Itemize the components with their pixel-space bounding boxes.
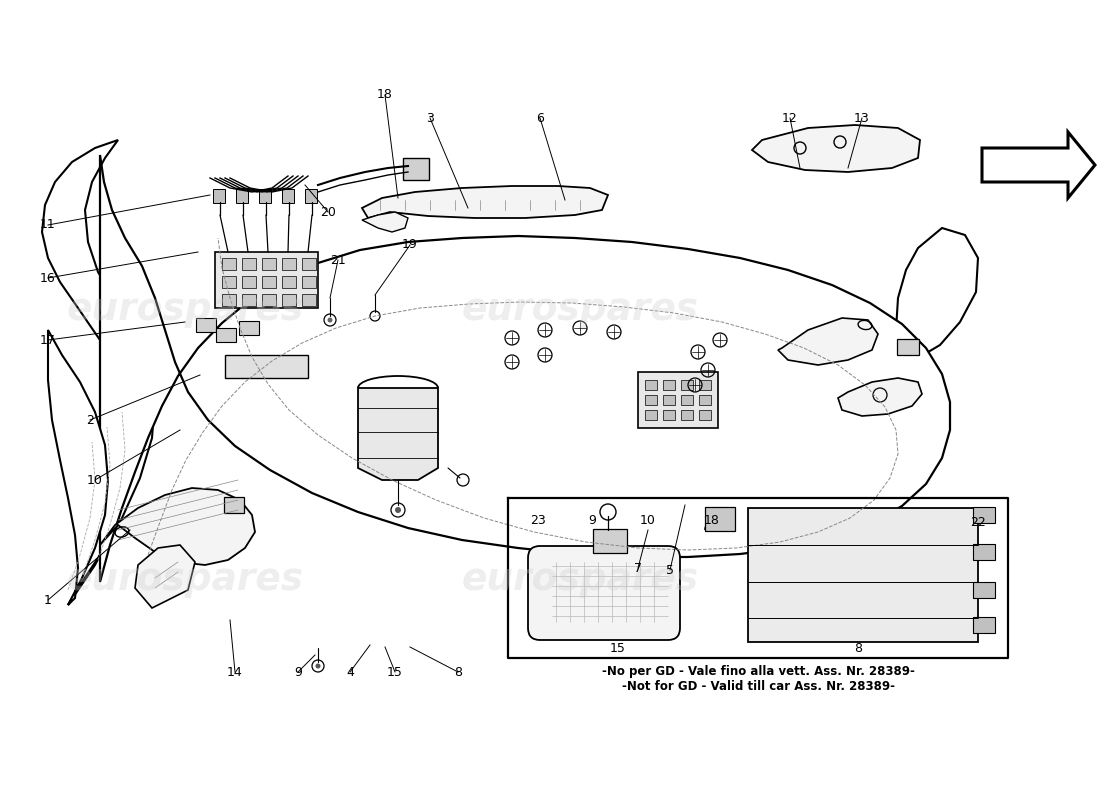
Text: eurospares: eurospares bbox=[461, 562, 698, 598]
Text: 18: 18 bbox=[377, 89, 393, 102]
Bar bbox=[645, 410, 657, 420]
Bar bbox=[302, 276, 316, 288]
Text: 15: 15 bbox=[387, 666, 403, 678]
Bar bbox=[663, 410, 675, 420]
Circle shape bbox=[395, 507, 402, 513]
Polygon shape bbox=[358, 388, 438, 480]
FancyBboxPatch shape bbox=[593, 529, 627, 553]
Bar bbox=[698, 380, 711, 390]
Text: 17: 17 bbox=[40, 334, 56, 346]
Bar bbox=[698, 410, 711, 420]
Polygon shape bbox=[778, 318, 878, 365]
Polygon shape bbox=[638, 372, 718, 428]
Bar bbox=[302, 258, 316, 270]
Polygon shape bbox=[896, 228, 978, 358]
Text: 9: 9 bbox=[588, 514, 596, 526]
Bar bbox=[645, 395, 657, 405]
FancyBboxPatch shape bbox=[403, 158, 429, 180]
Bar bbox=[663, 395, 675, 405]
Polygon shape bbox=[748, 508, 978, 642]
Text: eurospares: eurospares bbox=[66, 292, 304, 328]
Text: 2: 2 bbox=[86, 414, 94, 426]
Bar bbox=[663, 380, 675, 390]
Text: 10: 10 bbox=[87, 474, 103, 486]
FancyBboxPatch shape bbox=[239, 321, 258, 335]
Polygon shape bbox=[838, 378, 922, 416]
Text: eurospares: eurospares bbox=[461, 292, 698, 328]
Text: -Not for GD - Valid till car Ass. Nr. 28389-: -Not for GD - Valid till car Ass. Nr. 28… bbox=[621, 679, 894, 693]
Text: 1: 1 bbox=[44, 594, 52, 606]
Text: 3: 3 bbox=[426, 111, 433, 125]
Polygon shape bbox=[135, 545, 195, 608]
Polygon shape bbox=[48, 330, 108, 605]
Text: eurospares: eurospares bbox=[66, 562, 304, 598]
FancyBboxPatch shape bbox=[974, 617, 996, 633]
Text: 14: 14 bbox=[227, 666, 243, 678]
Text: 18: 18 bbox=[704, 514, 719, 526]
Text: 12: 12 bbox=[782, 111, 797, 125]
FancyBboxPatch shape bbox=[305, 189, 317, 203]
FancyBboxPatch shape bbox=[258, 189, 271, 203]
Text: 10: 10 bbox=[640, 514, 656, 526]
Bar bbox=[698, 395, 711, 405]
Bar bbox=[645, 380, 657, 390]
Polygon shape bbox=[100, 155, 950, 582]
Text: 4: 4 bbox=[346, 666, 354, 678]
FancyBboxPatch shape bbox=[528, 546, 680, 640]
Polygon shape bbox=[100, 488, 255, 565]
Circle shape bbox=[316, 663, 320, 669]
Bar bbox=[282, 276, 296, 288]
FancyBboxPatch shape bbox=[236, 189, 248, 203]
Text: 23: 23 bbox=[530, 514, 546, 526]
FancyBboxPatch shape bbox=[974, 582, 996, 598]
Text: 8: 8 bbox=[854, 642, 862, 654]
Text: -No per GD - Vale fino alla vett. Ass. Nr. 28389-: -No per GD - Vale fino alla vett. Ass. N… bbox=[602, 666, 914, 678]
Polygon shape bbox=[226, 355, 308, 378]
Text: 19: 19 bbox=[403, 238, 418, 251]
Text: 5: 5 bbox=[666, 563, 674, 577]
Circle shape bbox=[328, 318, 332, 322]
FancyBboxPatch shape bbox=[216, 328, 236, 342]
Bar bbox=[242, 276, 256, 288]
Bar bbox=[262, 276, 276, 288]
Polygon shape bbox=[752, 125, 920, 172]
FancyBboxPatch shape bbox=[896, 339, 918, 355]
Text: 21: 21 bbox=[330, 254, 345, 266]
Bar bbox=[242, 258, 256, 270]
FancyBboxPatch shape bbox=[705, 507, 735, 531]
Text: 9: 9 bbox=[294, 666, 301, 678]
Bar bbox=[222, 258, 236, 270]
Bar bbox=[222, 294, 236, 306]
Text: 8: 8 bbox=[454, 666, 462, 678]
Bar bbox=[282, 258, 296, 270]
Bar bbox=[262, 258, 276, 270]
Text: 15: 15 bbox=[610, 642, 626, 654]
Bar bbox=[681, 410, 693, 420]
Bar bbox=[222, 276, 236, 288]
Bar bbox=[681, 395, 693, 405]
Text: 16: 16 bbox=[40, 271, 56, 285]
Bar bbox=[681, 380, 693, 390]
Text: 20: 20 bbox=[320, 206, 336, 218]
Text: 22: 22 bbox=[970, 515, 986, 529]
FancyBboxPatch shape bbox=[224, 497, 244, 513]
Bar bbox=[242, 294, 256, 306]
Polygon shape bbox=[362, 212, 408, 232]
Polygon shape bbox=[42, 140, 155, 605]
FancyBboxPatch shape bbox=[974, 507, 996, 523]
Text: 11: 11 bbox=[40, 218, 56, 231]
Text: 13: 13 bbox=[854, 111, 870, 125]
Bar bbox=[302, 294, 316, 306]
Polygon shape bbox=[214, 252, 318, 308]
FancyBboxPatch shape bbox=[196, 318, 216, 332]
Text: 6: 6 bbox=[536, 111, 543, 125]
FancyBboxPatch shape bbox=[974, 544, 996, 560]
Text: 7: 7 bbox=[634, 562, 642, 574]
FancyBboxPatch shape bbox=[213, 189, 226, 203]
Polygon shape bbox=[362, 186, 608, 218]
FancyBboxPatch shape bbox=[282, 189, 294, 203]
Bar bbox=[282, 294, 296, 306]
Polygon shape bbox=[982, 132, 1094, 198]
Bar bbox=[262, 294, 276, 306]
